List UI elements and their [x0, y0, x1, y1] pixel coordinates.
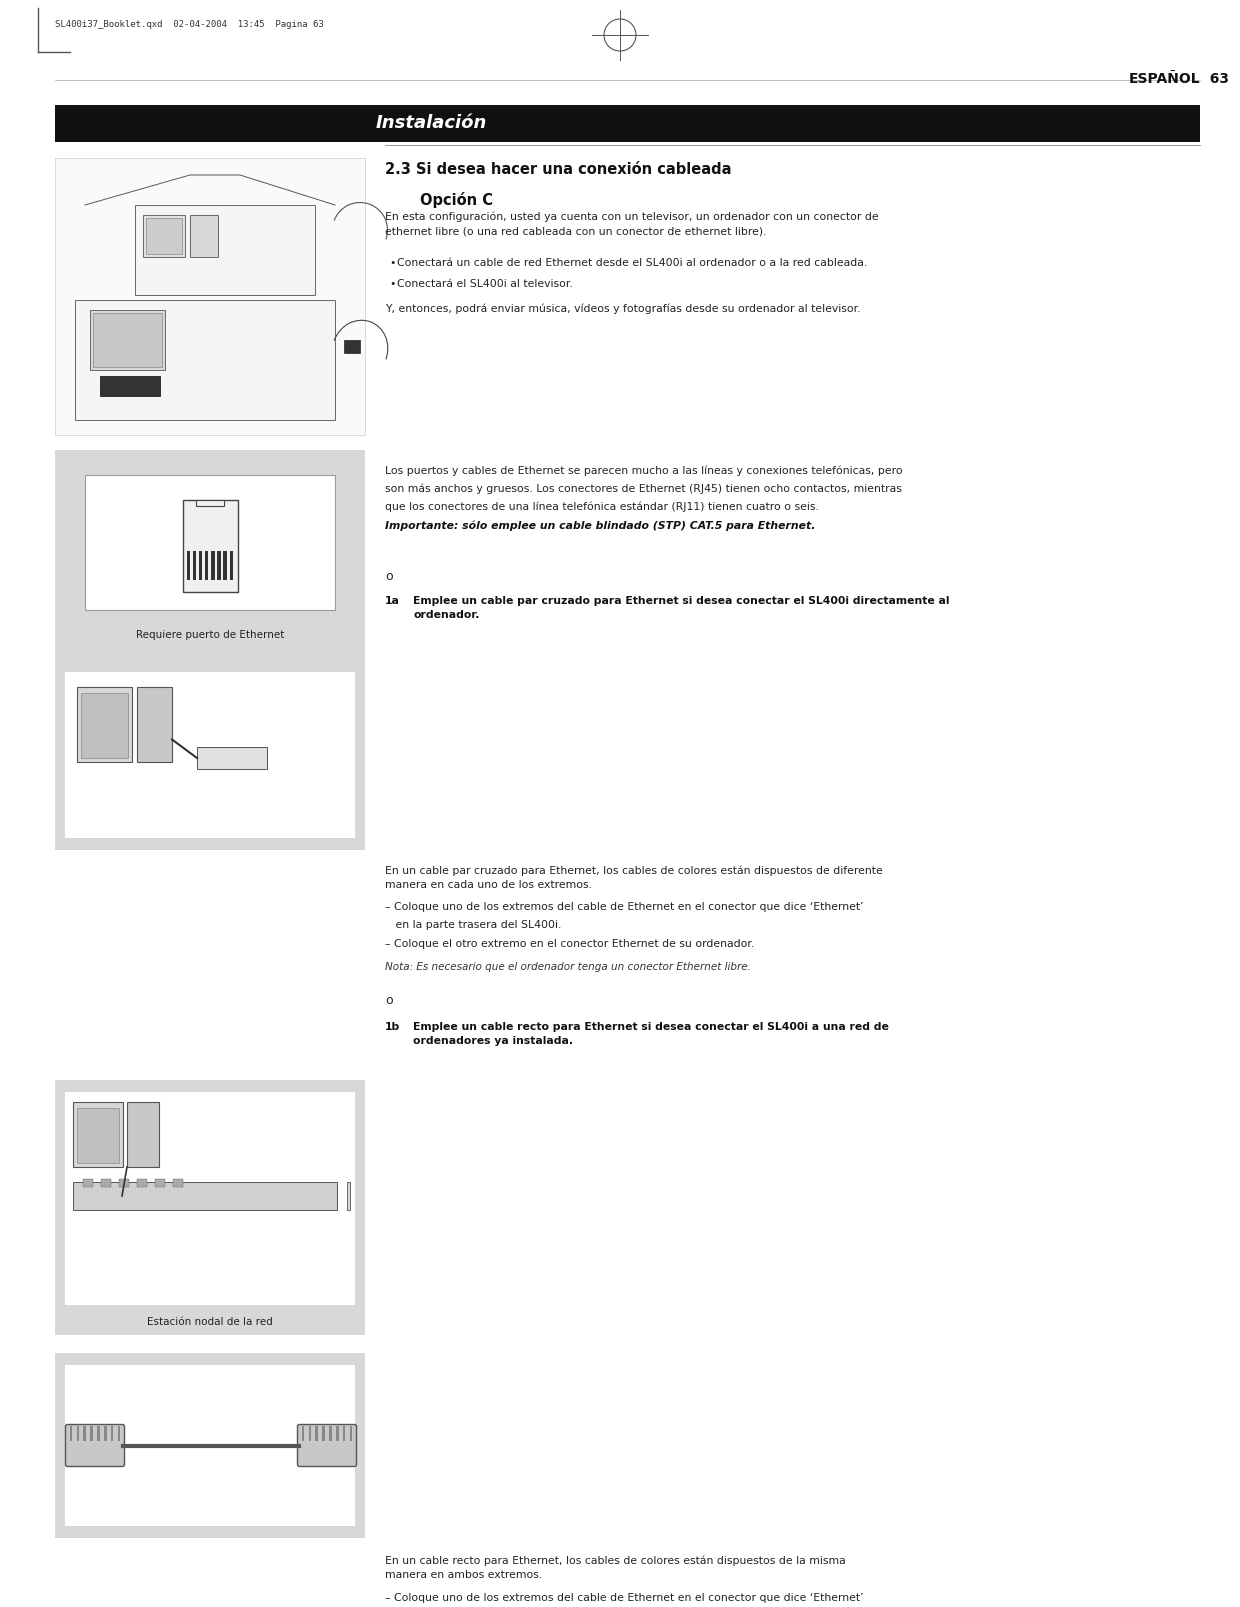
Text: En un cable recto para Ethernet, los cables de colores están dispuestos de la mi: En un cable recto para Ethernet, los cab…: [384, 1556, 846, 1581]
Text: 63: 63: [1200, 72, 1229, 87]
Bar: [73, 1183, 337, 1210]
Text: en la parte trasera del SL400i.: en la parte trasera del SL400i.: [384, 921, 562, 930]
FancyBboxPatch shape: [298, 1424, 357, 1467]
Bar: [64, 1093, 355, 1305]
Text: o: o: [384, 995, 393, 1008]
Bar: [64, 1364, 355, 1527]
Text: •: •: [389, 280, 396, 289]
Bar: [330, 1425, 332, 1440]
Text: Y, entonces, podrá enviar música, vídeos y fotografías desde su ordenador al tel: Y, entonces, podrá enviar música, vídeos…: [384, 304, 861, 315]
Bar: [91, 1425, 93, 1440]
Text: •: •: [389, 259, 396, 268]
Bar: [343, 1425, 346, 1440]
Text: 1b: 1b: [384, 1022, 401, 1032]
Bar: [309, 1425, 311, 1440]
Text: Los puertos y cables de Ethernet se parecen mucho a las líneas y conexiones tele: Los puertos y cables de Ethernet se pare…: [384, 464, 903, 476]
Bar: [93, 313, 162, 366]
Bar: [136, 1180, 148, 1188]
Text: Emplee un cable par cruzado para Ethernet si desea conectar el SL400i directamen: Emplee un cable par cruzado para Etherne…: [413, 596, 950, 620]
Bar: [118, 1425, 120, 1440]
Bar: [174, 1180, 184, 1188]
Text: Opción C: Opción C: [420, 191, 494, 207]
Bar: [343, 341, 360, 354]
Text: Conectará un cable de red Ethernet desde el SL400i al ordenador o a la red cable: Conectará un cable de red Ethernet desde…: [397, 259, 867, 268]
Text: o: o: [384, 570, 393, 583]
Text: Estación nodal de la red: Estación nodal de la red: [148, 1318, 273, 1327]
Bar: [143, 215, 185, 257]
Text: 1a: 1a: [384, 596, 399, 606]
Bar: [83, 1425, 86, 1440]
Text: Instalación: Instalación: [376, 114, 487, 132]
Bar: [74, 301, 335, 419]
Bar: [155, 1180, 165, 1188]
Bar: [205, 551, 208, 580]
Text: que los conectores de una línea telefónica estándar (RJ11) tienen cuatro o seis.: que los conectores de una línea telefóni…: [384, 501, 818, 513]
Bar: [182, 500, 238, 591]
Bar: [55, 1080, 365, 1335]
Bar: [81, 693, 128, 759]
Bar: [135, 206, 315, 296]
Bar: [146, 219, 182, 254]
Text: En esta configuración, usted ya cuenta con un televisor, un ordenador con un con: En esta configuración, usted ya cuenta c…: [384, 212, 879, 236]
Bar: [83, 1180, 93, 1188]
Bar: [100, 376, 160, 395]
Bar: [77, 1425, 79, 1440]
Bar: [136, 688, 172, 762]
Bar: [112, 1425, 114, 1440]
Bar: [55, 1353, 365, 1538]
Text: Emplee un cable recto para Ethernet si desea conectar el SL400i a una red de
ord: Emplee un cable recto para Ethernet si d…: [413, 1022, 889, 1046]
Text: En un cable par cruzado para Ethernet, los cables de colores están dispuestos de: En un cable par cruzado para Ethernet, l…: [384, 865, 883, 890]
Bar: [55, 660, 365, 850]
Bar: [301, 1425, 304, 1440]
Bar: [336, 1425, 339, 1440]
Text: Importante: sólo emplee un cable blindado (STP) CAT.5 para Ethernet.: Importante: sólo emplee un cable blindad…: [384, 521, 816, 530]
Bar: [315, 1425, 317, 1440]
Bar: [347, 1183, 350, 1210]
Bar: [91, 310, 165, 370]
Text: 2.3 Si desea hacer una conexión cableada: 2.3 Si desea hacer una conexión cableada: [384, 162, 732, 177]
Bar: [187, 551, 190, 580]
Bar: [198, 551, 202, 580]
Bar: [126, 1102, 159, 1167]
Bar: [322, 1425, 325, 1440]
Bar: [97, 1425, 99, 1440]
Text: ESPAÑOL: ESPAÑOL: [1128, 72, 1200, 87]
Text: – Coloque uno de los extremos del cable de Ethernet en el conector que dice ‘Eth: – Coloque uno de los extremos del cable …: [384, 902, 863, 913]
Bar: [193, 551, 196, 580]
Bar: [55, 104, 1200, 141]
Text: Requiere puerto de Ethernet: Requiere puerto de Ethernet: [136, 630, 284, 640]
Text: – Coloque el otro extremo en el conector Ethernet de su ordenador.: – Coloque el otro extremo en el conector…: [384, 938, 754, 950]
Bar: [119, 1180, 129, 1188]
Bar: [217, 551, 221, 580]
Bar: [197, 747, 267, 770]
Bar: [350, 1425, 352, 1440]
Bar: [190, 215, 218, 257]
Bar: [86, 476, 335, 611]
Bar: [64, 672, 355, 837]
Bar: [55, 450, 365, 730]
Bar: [211, 551, 215, 580]
Bar: [104, 1425, 107, 1440]
Text: SL400i37_Booklet.qxd  02-04-2004  13:45  Pagina 63: SL400i37_Booklet.qxd 02-04-2004 13:45 Pa…: [55, 19, 324, 29]
Bar: [196, 500, 223, 506]
Text: Nota: Es necesario que el ordenador tenga un conector Ethernet libre.: Nota: Es necesario que el ordenador teng…: [384, 963, 751, 972]
Bar: [69, 1425, 72, 1440]
Text: – Coloque uno de los extremos del cable de Ethernet en el conector que dice ‘Eth: – Coloque uno de los extremos del cable …: [384, 1593, 863, 1604]
Text: son más anchos y gruesos. Los conectores de Ethernet (RJ45) tienen ocho contacto: son más anchos y gruesos. Los conectores…: [384, 484, 901, 493]
Bar: [229, 551, 233, 580]
Text: Conectará el SL400i al televisor.: Conectará el SL400i al televisor.: [397, 280, 573, 289]
Bar: [77, 688, 131, 762]
Bar: [55, 157, 365, 435]
FancyBboxPatch shape: [66, 1424, 124, 1467]
Bar: [77, 1107, 119, 1163]
Bar: [73, 1102, 123, 1167]
Bar: [223, 551, 227, 580]
Bar: [100, 1180, 112, 1188]
